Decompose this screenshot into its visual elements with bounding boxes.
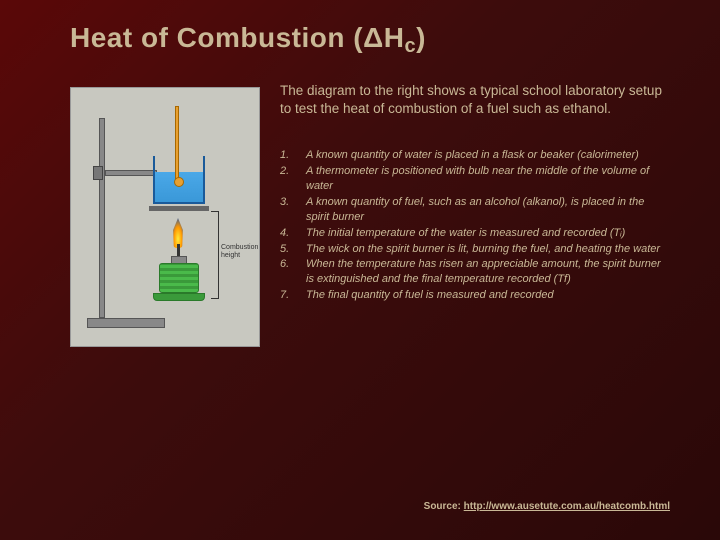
intro-paragraph: The diagram to the right shows a typical…: [280, 82, 670, 118]
slide-title: Heat of Combustion (ΔHc): [70, 22, 670, 54]
list-item: The wick on the spirit burner is lit, bu…: [280, 242, 670, 257]
list-item: A known quantity of fuel, such as an alc…: [280, 195, 670, 225]
thermometer: [175, 106, 179, 184]
content-row: Combustion height The diagram to the rig…: [70, 82, 670, 347]
spirit-burner: [159, 263, 199, 293]
title-close: ): [416, 22, 426, 53]
procedure-list: A known quantity of water is placed in a…: [280, 148, 670, 302]
slide: Heat of Combustion (ΔHc) Combustion heig…: [0, 0, 720, 540]
clamp-knob: [93, 166, 103, 180]
bracket-label: Combustion height: [221, 244, 259, 259]
list-item: The final quantity of fuel is measured a…: [280, 288, 670, 303]
text-column: The diagram to the right shows a typical…: [280, 82, 670, 347]
height-bracket: [211, 211, 219, 299]
list-item: The initial temperature of the water is …: [280, 226, 670, 241]
title-subscript: c: [404, 35, 416, 57]
source-prefix: Source:: [424, 501, 464, 512]
source-citation: Source: http://www.ausetute.com.au/heatc…: [424, 501, 670, 512]
title-text: Heat of Combustion (ΔH: [70, 22, 404, 53]
list-item: A known quantity of water is placed in a…: [280, 148, 670, 163]
stand-base: [87, 318, 165, 328]
list-item: When the temperature has risen an apprec…: [280, 257, 670, 287]
clamp-arm: [105, 170, 157, 176]
burner-base: [153, 293, 205, 301]
source-link[interactable]: http://www.ausetute.com.au/heatcomb.html: [464, 501, 670, 512]
list-item: A thermometer is positioned with bulb ne…: [280, 164, 670, 194]
gauze-platform: [149, 206, 209, 211]
apparatus-diagram: Combustion height: [70, 87, 260, 347]
stand-pole: [99, 118, 105, 318]
